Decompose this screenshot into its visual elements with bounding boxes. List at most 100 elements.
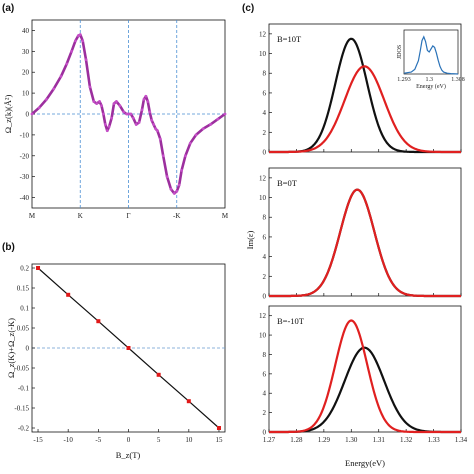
panel-c-y-tick-label: 6 <box>263 370 267 378</box>
panel-b-x-axis-label: B_z(T) <box>116 450 141 460</box>
panel-a-x-tick-label: K <box>78 212 83 220</box>
panel-b-y-tick-label: 0.05 <box>17 325 30 333</box>
panel-label-a: (a) <box>2 3 14 14</box>
panel-b-data-point <box>36 266 41 270</box>
panel-a-data-point <box>127 112 130 116</box>
panel-c-subplot-frame <box>268 23 462 153</box>
jdos-inset-x-tick-label: 1.3 <box>425 77 433 83</box>
panel-a-y-tick-label: 40 <box>22 27 30 35</box>
panel-a-data-point <box>30 112 34 116</box>
jdos-inset-frame <box>403 29 459 75</box>
panel-c-red-curve <box>268 188 462 298</box>
panel-b-x-tick-label: 15 <box>215 436 223 444</box>
panel-c-y-tick-label: 0 <box>263 429 267 437</box>
panel-a-data-point <box>223 112 227 116</box>
panel-a-data-point <box>169 187 173 191</box>
panel-a-y-tick-label: 20 <box>22 69 30 77</box>
panel-c-x-tick-label: 1.28 <box>290 436 303 444</box>
panel-a-data-point <box>201 127 205 131</box>
jdos-inset: 1.293 1.3 1.308 Energy (eV) JDOS <box>397 29 465 90</box>
panel-b-x-tick-label: 5 <box>157 436 161 444</box>
panel-a-data-point <box>177 183 181 187</box>
panel-a-data-point <box>122 110 126 114</box>
panel-c-subplot-frame <box>268 305 462 433</box>
panel-a-data-point <box>118 104 122 108</box>
panel-c-black-curve <box>268 346 462 434</box>
panel-a-data-point <box>84 58 88 62</box>
panel-c-y-tick-label: 8 <box>263 351 267 359</box>
panel-a-data-point <box>100 104 103 108</box>
berry-curvature-panel: -40 -30 -20 -10 0 10 20 30 40 M K Γ -K M Ω_z(k)(Å²) <box>3 19 229 220</box>
panel-a-data-point <box>125 112 128 116</box>
panel-c-y-tick-label: 2 <box>263 273 267 281</box>
panel-c-subplot: 0 2 4 6 8 10 12 B=10T 1.293 1.3 1.308 Energy (eV) JD… <box>259 23 465 157</box>
panel-b-y-axis-label: Ω_z(K)+Ω_z(-K) <box>6 318 16 378</box>
panel-c-x-tick-label: 1.27 <box>263 436 276 444</box>
panel-label-c: (c) <box>242 3 254 14</box>
panel-a-y-tick-label: -30 <box>20 173 30 181</box>
panel-b-data-point <box>186 399 191 404</box>
panel-b-x-tick-label: 10 <box>185 436 193 444</box>
panel-c-y-tick-label: 12 <box>259 174 267 182</box>
panel-c-y-tick-label: 12 <box>259 30 267 38</box>
panel-c-y-tick-label: 0 <box>263 293 267 301</box>
panel-c-y-tick-label: 8 <box>263 70 267 78</box>
panel-b-data-point <box>126 346 131 350</box>
panel-c-x-tick-label: 1.32 <box>400 436 413 444</box>
panel-a-data-point <box>81 39 85 43</box>
panel-a-data-point <box>158 137 162 141</box>
panel-c-x-tick-label: 1.33 <box>427 436 440 444</box>
panel-a-data-point <box>150 118 154 122</box>
panel-c-red-curve <box>268 319 462 434</box>
panel-b-x-tick-label: -15 <box>33 436 43 444</box>
panel-a-data-point <box>146 100 150 103</box>
jdos-inset-curve <box>403 35 459 75</box>
panel-a-y-tick-label: -40 <box>20 194 30 202</box>
panel-a-x-tick-label: M <box>222 212 229 220</box>
panel-b-x-tick-label: 0 <box>127 436 131 444</box>
panel-a-data-point <box>156 129 159 133</box>
panel-c-y-axis-label: Im(ε) <box>245 231 255 250</box>
panel-c-y-tick-label: 2 <box>263 409 267 417</box>
panel-c-y-tick-label: 4 <box>263 390 267 398</box>
jdos-inset-x-tick-label: 1.308 <box>451 77 465 83</box>
panel-a-data-point <box>144 94 148 98</box>
panel-c-y-tick-label: 6 <box>263 89 267 97</box>
panel-c-y-tick-label: 12 <box>259 312 267 320</box>
panel-c-y-tick-label: 10 <box>259 332 267 340</box>
panel-b-data-point <box>66 292 71 297</box>
panel-c-subplot-frame <box>268 167 462 297</box>
panel-b-data-point <box>96 319 101 324</box>
panel-c-subplot: 0 2 4 6 8 10 12 B=-10T <box>259 305 462 437</box>
panel-a-data-point <box>92 100 96 103</box>
panel-a-data-point <box>152 123 155 126</box>
panel-a-x-tick-label: Γ <box>126 212 130 220</box>
panel-a-data-point <box>154 127 157 131</box>
panel-a-data-point <box>140 108 144 112</box>
panel-a-y-tick-label: 30 <box>22 48 30 56</box>
panel-c-subplot: 0 2 4 6 8 10 12 B=0T <box>259 167 462 301</box>
panel-b-data-point <box>156 372 161 377</box>
panel-a-data-point <box>137 120 141 124</box>
panel-a-data-point <box>110 116 114 120</box>
panel-a-data-point <box>45 97 48 101</box>
panel-c-y-tick-label: 2 <box>263 129 267 137</box>
panel-b-x-tick-label: -10 <box>64 436 74 444</box>
panel-c-field-label: B=10T <box>277 34 302 44</box>
panel-b-y-tick-label: 0.2 <box>20 265 29 273</box>
panel-a-data-point <box>70 49 73 53</box>
panel-a-data-point <box>105 129 109 133</box>
panel-b-y-tick-label: -0.1 <box>18 385 30 393</box>
panel-c-black-curve <box>268 188 462 298</box>
panel-a-x-tick-label: -K <box>173 212 180 220</box>
panel-c-y-tick-label: 6 <box>263 233 267 241</box>
panel-c-y-tick-label: 4 <box>263 109 267 117</box>
panel-c-y-tick-label: 0 <box>263 149 267 157</box>
panel-a-y-tick-label: -20 <box>20 152 30 160</box>
jdos-inset-x-axis-label: Energy (eV) <box>416 83 446 90</box>
panel-c-y-tick-label: 10 <box>259 194 267 202</box>
panel-b-y-tick-label: -0.05 <box>14 365 29 373</box>
panel-c-x-axis-label: Energy(eV) <box>345 458 385 468</box>
panel-a-data-point <box>209 123 212 126</box>
